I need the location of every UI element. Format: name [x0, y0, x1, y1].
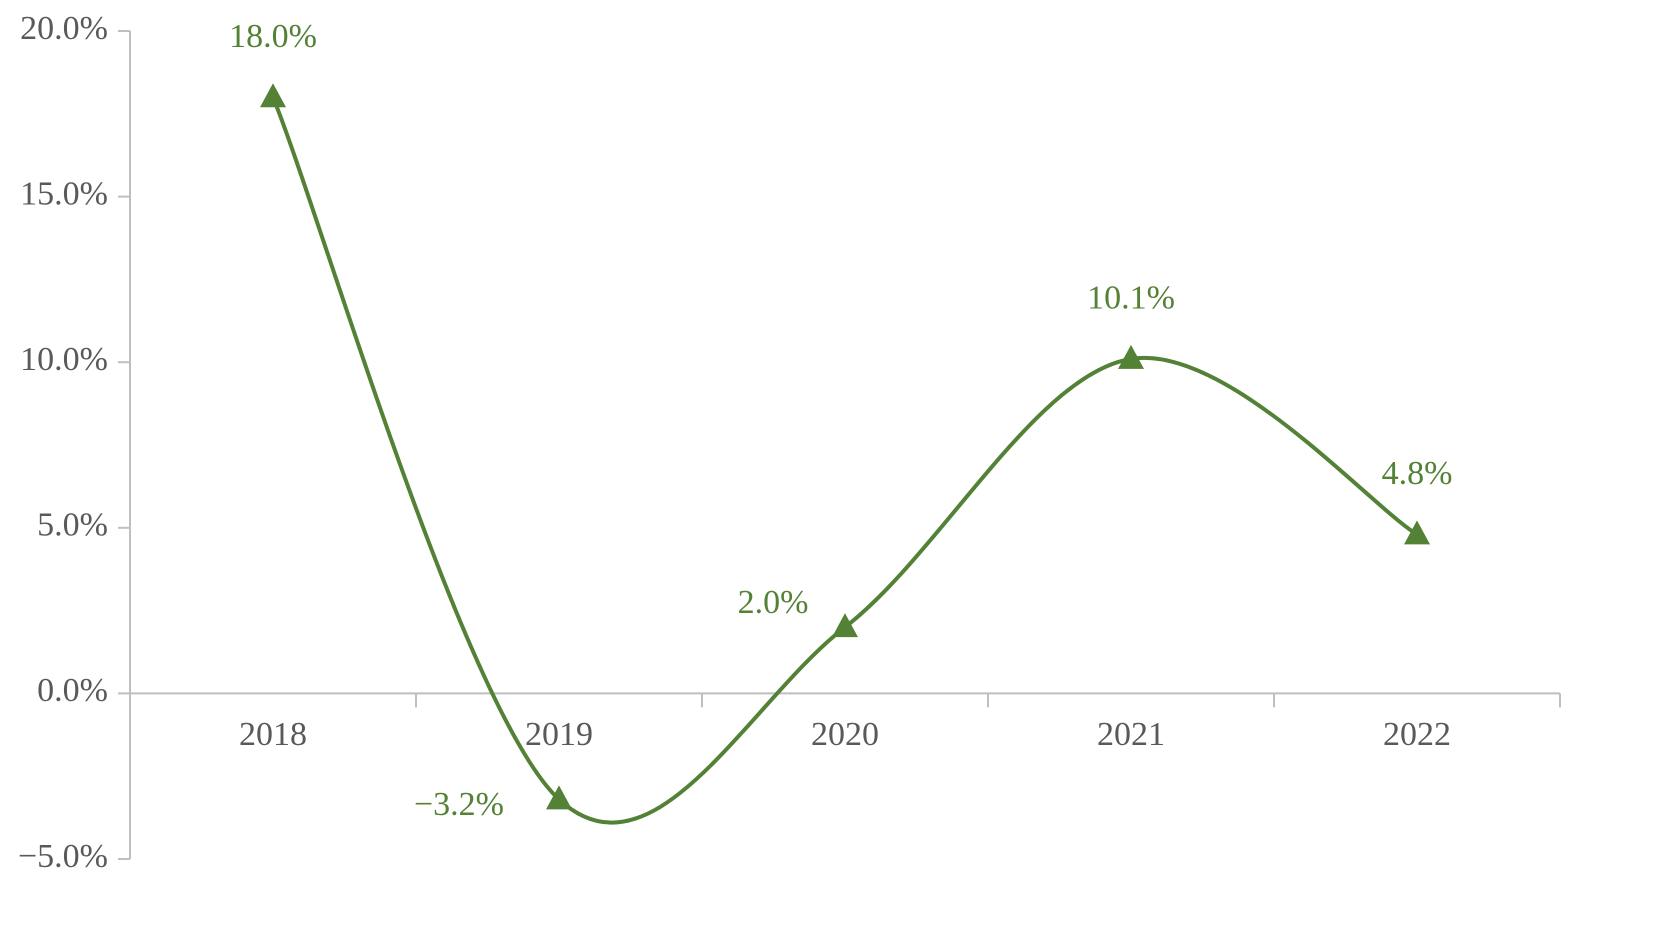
y-tick-label: 20.0%	[20, 10, 108, 47]
marker	[260, 83, 286, 108]
value-label: 4.8%	[1382, 455, 1453, 492]
y-tick-label: 10.0%	[20, 341, 108, 378]
value-label: 2.0%	[738, 584, 809, 621]
marker	[1404, 520, 1430, 545]
marker	[832, 613, 858, 638]
y-tick-label: 15.0%	[20, 175, 108, 212]
x-tick-label: 2020	[811, 716, 879, 753]
value-label: −3.2%	[414, 786, 504, 823]
marker	[546, 785, 572, 810]
x-tick-label: 2018	[239, 716, 307, 753]
y-tick-label: 0.0%	[37, 672, 108, 709]
y-tick-label: 5.0%	[37, 507, 108, 544]
x-tick-label: 2022	[1383, 716, 1451, 753]
marker	[1118, 344, 1144, 369]
y-tick-label: −5.0%	[18, 838, 108, 875]
x-tick-label: 2019	[525, 716, 593, 753]
value-label: 10.1%	[1087, 280, 1175, 317]
x-tick-label: 2021	[1097, 716, 1165, 753]
value-label: 18.0%	[229, 18, 317, 55]
line	[271, 96, 1419, 825]
